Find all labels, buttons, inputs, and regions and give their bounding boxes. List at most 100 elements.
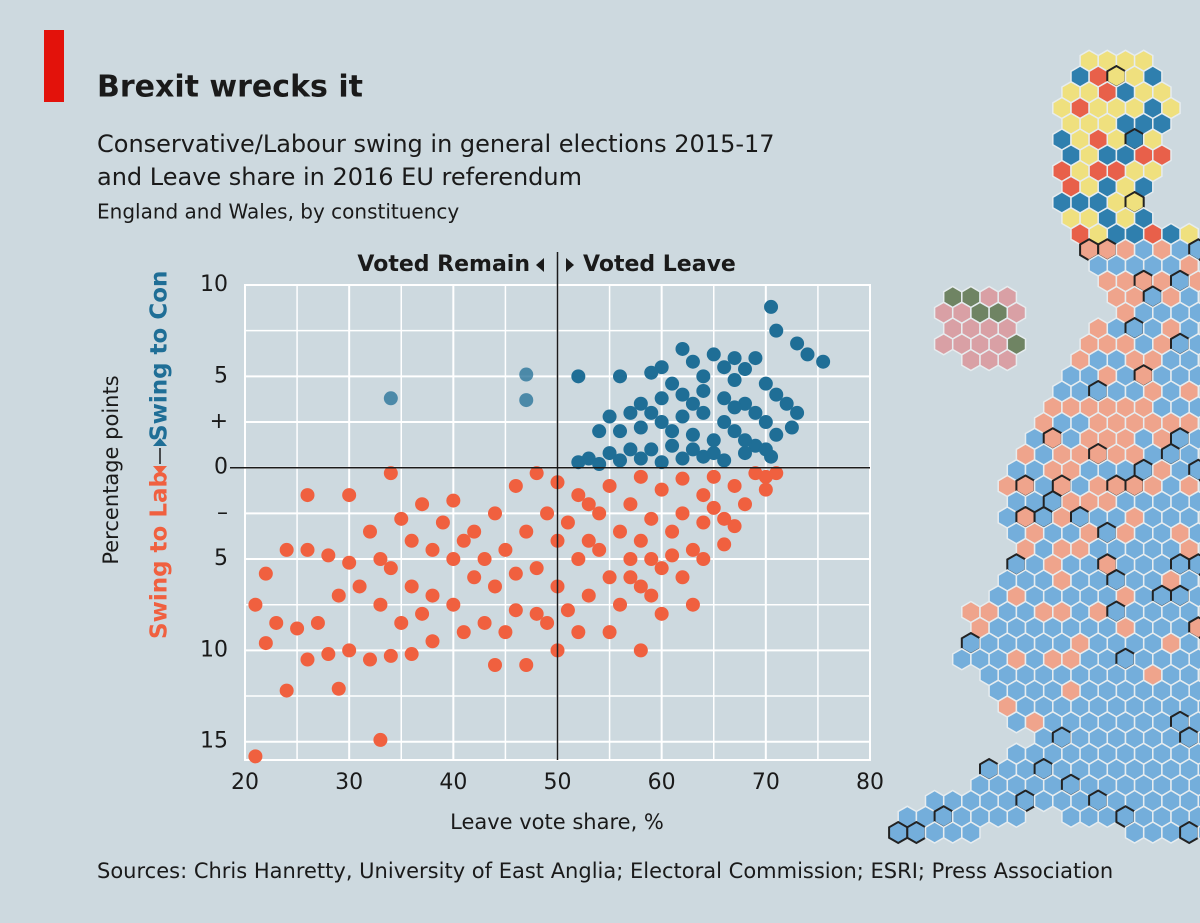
point	[331, 681, 346, 696]
point	[644, 365, 659, 380]
accent-bar	[44, 30, 64, 102]
point	[748, 405, 763, 420]
hex	[961, 348, 981, 372]
annotation: Voted Remain	[357, 252, 530, 277]
point	[779, 396, 794, 411]
y-tick-label: –	[217, 500, 228, 525]
point	[477, 552, 492, 567]
point	[738, 446, 752, 461]
hex	[1097, 805, 1118, 829]
point	[467, 570, 482, 585]
point	[665, 376, 680, 391]
point	[613, 524, 627, 539]
arrow	[566, 258, 574, 272]
point	[404, 647, 419, 662]
source: Sources: Chris Hanretty, University of E…	[97, 859, 1113, 883]
point	[352, 579, 367, 594]
point	[321, 647, 336, 662]
point	[602, 570, 617, 585]
point	[592, 424, 607, 439]
point	[425, 634, 440, 649]
point	[498, 542, 513, 557]
point	[717, 415, 732, 430]
point	[654, 455, 669, 470]
point	[633, 451, 648, 466]
point	[404, 533, 419, 548]
point	[758, 482, 773, 497]
point	[519, 393, 534, 408]
point	[602, 625, 617, 640]
point	[623, 442, 638, 457]
point	[415, 497, 430, 512]
point	[685, 442, 700, 457]
point	[342, 555, 357, 570]
point	[425, 588, 440, 603]
point	[685, 354, 700, 369]
point	[571, 488, 586, 503]
x-tick-label: 70	[752, 770, 780, 795]
point	[769, 387, 784, 402]
hex-map	[888, 49, 1200, 845]
point	[790, 336, 805, 351]
point	[727, 373, 742, 387]
point	[727, 519, 742, 534]
point	[675, 341, 690, 356]
point	[300, 488, 315, 503]
point	[363, 524, 377, 539]
point	[613, 453, 627, 468]
point	[363, 652, 377, 667]
point	[727, 400, 742, 415]
point	[685, 597, 700, 612]
point	[675, 387, 690, 402]
hex	[1179, 820, 1200, 845]
point	[508, 478, 523, 493]
hex	[961, 821, 981, 844]
point	[717, 360, 732, 375]
hex	[997, 348, 1018, 372]
x-tick-label: 20	[231, 770, 259, 795]
hex	[942, 821, 963, 844]
point	[675, 506, 690, 521]
point	[519, 524, 534, 539]
point	[383, 561, 398, 576]
point	[685, 542, 700, 557]
point	[394, 511, 409, 526]
point	[425, 542, 440, 557]
point	[488, 658, 502, 672]
hex	[933, 332, 954, 356]
point	[665, 424, 680, 439]
hex	[1033, 789, 1054, 813]
point	[717, 391, 732, 406]
point	[488, 579, 502, 594]
point	[435, 515, 450, 530]
point	[764, 299, 779, 314]
point	[769, 323, 784, 338]
arrow	[153, 466, 167, 474]
point	[446, 493, 461, 508]
point	[675, 570, 690, 585]
point	[633, 469, 648, 484]
point	[623, 497, 638, 512]
point	[581, 588, 596, 603]
y-axis-label: Percentage points	[99, 375, 123, 564]
x-tick-label: 50	[544, 770, 572, 795]
point	[706, 433, 721, 448]
point	[592, 457, 607, 472]
point	[540, 506, 555, 521]
y-tick-label: 5	[214, 546, 228, 571]
point	[696, 552, 711, 567]
point	[758, 442, 773, 457]
subtitle: Conservative/Labour swing in general ele…	[97, 130, 775, 158]
point	[685, 427, 700, 442]
point	[696, 369, 711, 384]
point	[415, 606, 430, 621]
hex	[888, 820, 909, 845]
point	[665, 438, 680, 453]
point	[706, 469, 721, 484]
hex	[1161, 821, 1181, 844]
point	[644, 552, 659, 567]
point	[488, 506, 502, 521]
point	[654, 360, 669, 375]
point	[613, 424, 627, 439]
point	[373, 732, 388, 747]
